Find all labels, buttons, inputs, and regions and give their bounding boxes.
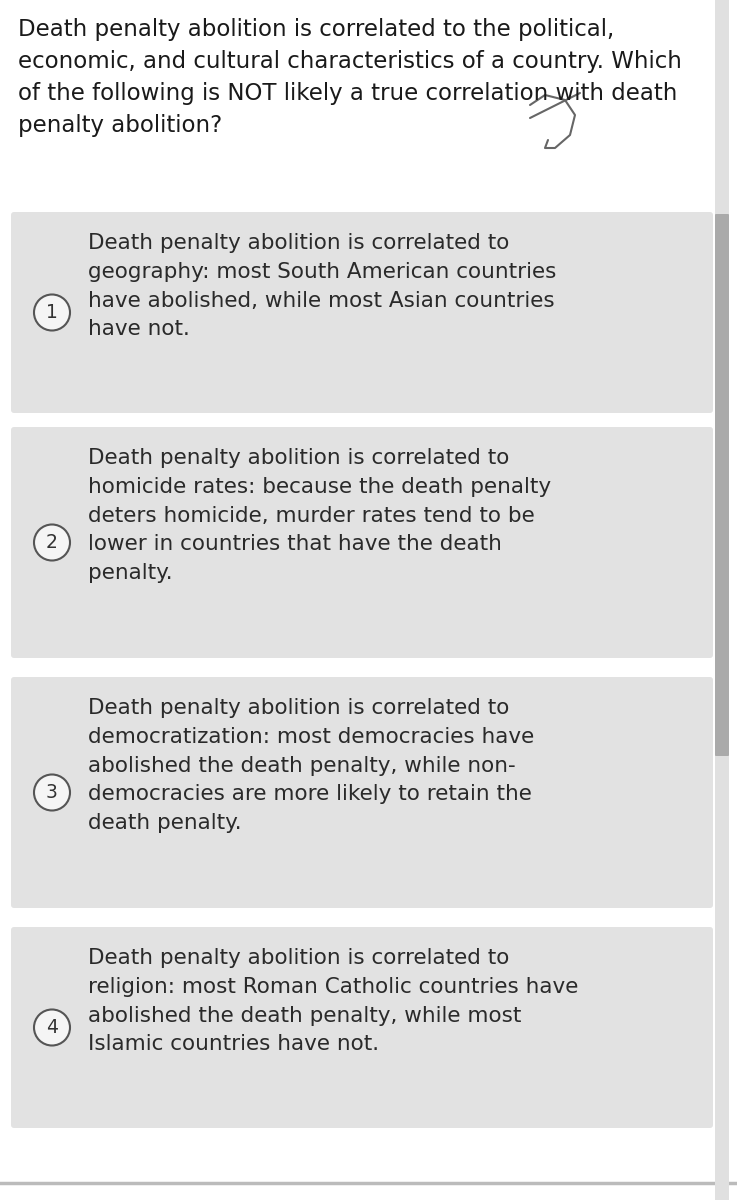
Text: 3: 3 [46, 782, 58, 802]
FancyBboxPatch shape [11, 926, 713, 1128]
FancyBboxPatch shape [11, 212, 713, 413]
Text: Death penalty abolition is correlated to
religion: most Roman Catholic countries: Death penalty abolition is correlated to… [88, 948, 579, 1055]
Text: Death penalty abolition is correlated to
geography: most South American countrie: Death penalty abolition is correlated to… [88, 233, 556, 340]
FancyBboxPatch shape [715, 0, 729, 1200]
Circle shape [34, 1009, 70, 1045]
FancyBboxPatch shape [11, 677, 713, 908]
Text: 2: 2 [46, 533, 58, 552]
Circle shape [34, 294, 70, 330]
Text: 1: 1 [46, 302, 58, 322]
Text: Death penalty abolition is correlated to the political,
economic, and cultural c: Death penalty abolition is correlated to… [18, 18, 682, 137]
FancyBboxPatch shape [11, 427, 713, 658]
Text: 4: 4 [46, 1018, 58, 1037]
FancyBboxPatch shape [715, 214, 729, 756]
Circle shape [34, 524, 70, 560]
Circle shape [34, 774, 70, 810]
Text: Death penalty abolition is correlated to
democratization: most democracies have
: Death penalty abolition is correlated to… [88, 698, 534, 833]
Text: Death penalty abolition is correlated to
homicide rates: because the death penal: Death penalty abolition is correlated to… [88, 448, 551, 583]
